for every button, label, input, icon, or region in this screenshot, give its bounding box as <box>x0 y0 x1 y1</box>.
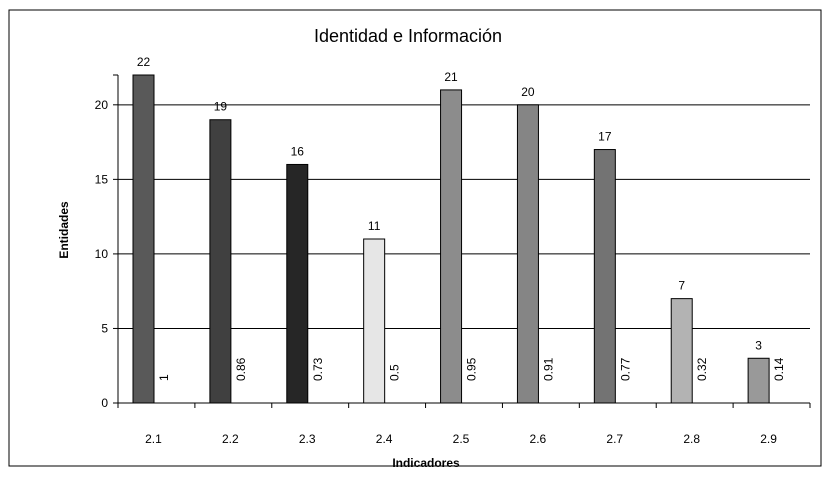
bar <box>670 298 693 404</box>
ratio-label: 0.5 <box>388 364 402 381</box>
bar <box>516 104 539 404</box>
bar <box>747 357 770 404</box>
bar-value-label: 17 <box>598 130 612 144</box>
y-tick-label: 20 <box>95 98 109 112</box>
y-tick-label: 0 <box>101 396 108 410</box>
ratio-label: 0.91 <box>541 357 555 381</box>
ratio-label: 0.14 <box>772 357 786 381</box>
x-tick-label: 2.3 <box>299 432 316 446</box>
bar-value-label: 19 <box>214 100 228 114</box>
x-tick-label: 2.4 <box>376 432 393 446</box>
x-tick-label: 2.9 <box>760 432 777 446</box>
x-axis-title: Indicadores <box>392 456 460 470</box>
x-tick-label: 2.1 <box>145 432 162 446</box>
bars: 22 1 19 0.86 16 0.73 11 0.5 21 0.95 20 0.91 17 0.77 7 0… <box>132 55 786 404</box>
y-tick-label: 15 <box>95 172 109 186</box>
bar-value-label: 7 <box>678 279 685 293</box>
ratio-label: 0.95 <box>465 357 479 381</box>
bar-value-label: 3 <box>755 338 762 352</box>
bar-value-label: 16 <box>291 144 305 158</box>
bar <box>209 119 232 404</box>
ratio-label: 0.86 <box>234 357 248 381</box>
bar-value-label: 20 <box>521 85 535 99</box>
chart-title: Identidad e Información <box>314 26 502 46</box>
bar <box>286 163 309 404</box>
ratio-label: 1 <box>157 374 171 381</box>
axes: 0 5 10 15 20 2.1 2.2 2.3 2.4 2.5 2.6 2.7 2.8 2.9 <box>95 74 811 446</box>
x-tick-label: 2.6 <box>530 432 547 446</box>
y-tick-label: 5 <box>101 321 108 335</box>
x-tick-label: 2.5 <box>453 432 470 446</box>
y-tick-label: 10 <box>95 247 109 261</box>
chart-border <box>8 9 822 467</box>
grid-lines <box>118 104 810 329</box>
x-tick-label: 2.7 <box>606 432 623 446</box>
bar-value-label: 21 <box>444 70 458 84</box>
bar <box>363 238 386 404</box>
bar <box>440 89 463 404</box>
y-axis-title: Entidades <box>57 201 71 259</box>
x-tick-label: 2.8 <box>683 432 700 446</box>
bar-value-label: 11 <box>368 219 381 233</box>
ratio-label: 0.77 <box>618 357 632 381</box>
x-tick-label: 2.2 <box>222 432 239 446</box>
bar <box>593 149 616 404</box>
bar-value-label: 22 <box>137 55 151 69</box>
ratio-label: 0.73 <box>311 357 325 381</box>
ratio-label: 0.32 <box>695 357 709 381</box>
bar <box>132 74 155 404</box>
